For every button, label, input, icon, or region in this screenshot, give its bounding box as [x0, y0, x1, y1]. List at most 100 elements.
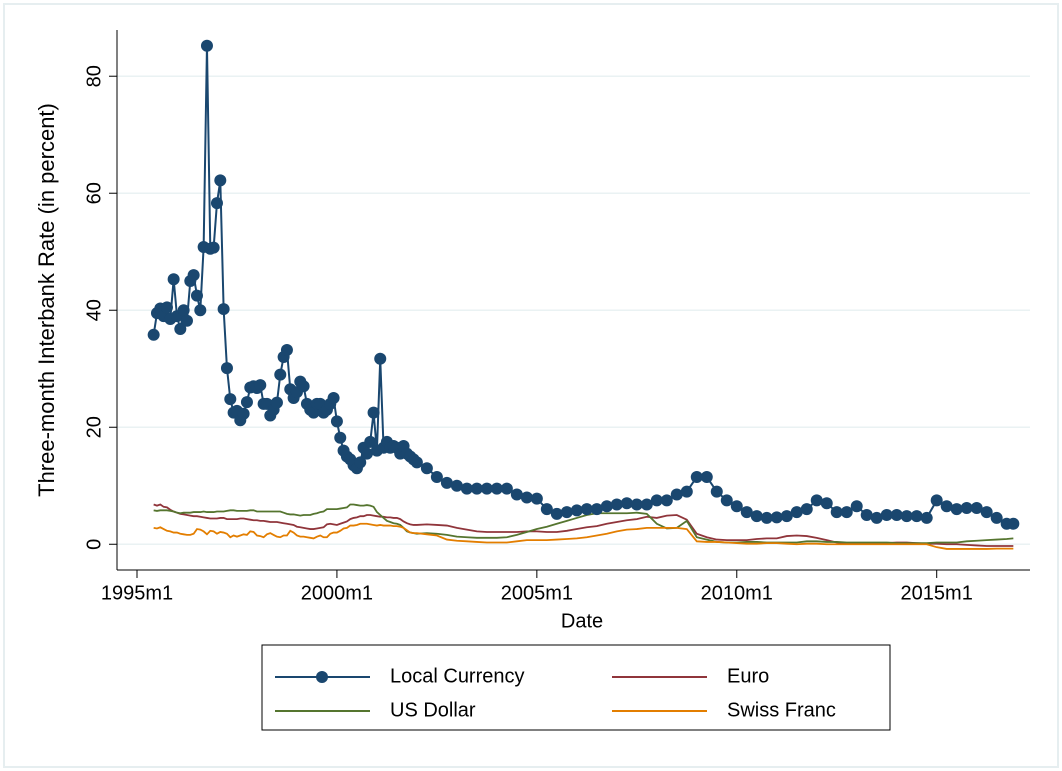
data-point: [270, 396, 283, 409]
data-point: [297, 380, 310, 393]
data-point: [720, 494, 733, 507]
data-point: [217, 303, 230, 316]
data-point: [780, 510, 793, 523]
data-point: [860, 509, 873, 522]
data-point: [367, 406, 380, 419]
data-point: [690, 470, 703, 483]
data-point: [530, 492, 543, 505]
data-point: [810, 494, 823, 507]
data-point: [274, 368, 287, 381]
legend-box: [261, 644, 891, 731]
data-point: [760, 511, 773, 524]
y-tick-label: 20: [83, 416, 105, 438]
data-point: [990, 511, 1003, 524]
data-point: [364, 435, 377, 448]
data-point: [740, 506, 753, 519]
data-point: [180, 314, 193, 327]
data-point: [520, 491, 533, 504]
data-point: [500, 482, 513, 495]
data-point: [980, 506, 993, 519]
frame: [3, 3, 1059, 768]
data-point: [190, 289, 203, 302]
data-point: [910, 510, 923, 523]
data-point: [750, 510, 763, 523]
data-point: [870, 511, 883, 524]
data-point: [660, 494, 673, 507]
data-point: [600, 500, 613, 513]
data-point: [214, 174, 227, 187]
legend-label: Local Currency: [390, 665, 525, 687]
data-point: [480, 482, 493, 495]
x-tick-label: 2015m1: [901, 582, 973, 604]
data-point: [187, 269, 200, 282]
data-point: [970, 501, 983, 514]
data-point: [940, 500, 953, 513]
data-point: [610, 498, 623, 511]
data-point: [950, 503, 963, 516]
data-point: [790, 506, 803, 519]
data-point: [540, 503, 553, 516]
y-tick-label: 80: [83, 65, 105, 87]
data-point: [147, 328, 160, 341]
data-point: [920, 511, 933, 524]
data-point: [237, 407, 250, 420]
data-point: [200, 39, 213, 52]
data-point: [590, 503, 603, 516]
data-point: [210, 197, 223, 210]
data-point: [670, 488, 683, 501]
data-point: [240, 396, 253, 409]
data-point: [374, 352, 387, 365]
data-point: [490, 482, 503, 495]
data-point: [330, 415, 343, 428]
data-point: [220, 362, 233, 375]
data-point: [254, 379, 267, 392]
data-point: [174, 322, 187, 335]
data-point: [280, 344, 293, 357]
data-point: [640, 498, 653, 511]
data-point: [207, 241, 220, 254]
data-point: [167, 273, 180, 286]
data-point: [890, 509, 903, 522]
y-tick-label: 60: [83, 182, 105, 204]
data-point: [700, 470, 713, 483]
data-point: [354, 456, 367, 469]
x-tick-label: 2010m1: [701, 582, 773, 604]
data-point: [620, 497, 633, 510]
x-axis-title: Date: [561, 610, 603, 632]
data-point: [880, 509, 893, 522]
data-point: [850, 500, 863, 513]
data-point: [177, 304, 190, 317]
series-line: [153, 503, 1014, 547]
data-point: [550, 507, 563, 520]
y-axis-title: Three-month Interbank Rate (in percent): [34, 103, 59, 497]
data-point: [960, 501, 973, 514]
data-point: [800, 503, 813, 516]
data-point: [930, 494, 943, 507]
data-point: [440, 476, 453, 489]
data-point: [510, 488, 523, 501]
series-line: [153, 503, 1014, 544]
data-point: [194, 304, 207, 317]
legend-label: Euro: [727, 665, 769, 687]
data-point: [470, 482, 483, 495]
data-point: [224, 393, 237, 406]
data-point: [430, 470, 443, 483]
data-point: [570, 504, 583, 517]
data-point: [327, 391, 340, 404]
data-point: [420, 462, 433, 475]
data-point: [710, 485, 723, 498]
x-tick-label: 2005m1: [501, 582, 573, 604]
y-tick-label: 40: [83, 299, 105, 321]
legend-marker: [316, 671, 328, 683]
y-tick-label: 0: [83, 539, 105, 550]
legend-label: US Dollar: [390, 699, 476, 721]
data-point: [830, 506, 843, 519]
data-point: [630, 498, 643, 511]
x-tick-label: 2000m1: [301, 582, 373, 604]
data-point: [410, 456, 423, 469]
data-point: [770, 511, 783, 524]
x-tick-label: 1995m1: [101, 582, 173, 604]
data-point: [1007, 517, 1020, 530]
legend-label: Swiss Franc: [727, 699, 836, 721]
